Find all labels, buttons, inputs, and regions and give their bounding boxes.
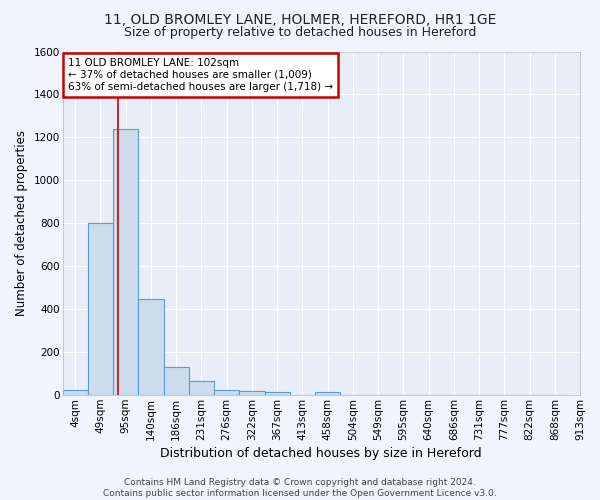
X-axis label: Distribution of detached houses by size in Hereford: Distribution of detached houses by size … [160, 447, 482, 460]
Bar [315, 392, 340, 395]
Text: 11, OLD BROMLEY LANE, HOLMER, HEREFORD, HR1 1GE: 11, OLD BROMLEY LANE, HOLMER, HEREFORD, … [104, 12, 496, 26]
Bar [265, 392, 290, 395]
Text: 11 OLD BROMLEY LANE: 102sqm
← 37% of detached houses are smaller (1,009)
63% of : 11 OLD BROMLEY LANE: 102sqm ← 37% of det… [68, 58, 333, 92]
Bar [113, 129, 139, 395]
Bar [164, 367, 189, 395]
Bar [214, 390, 239, 395]
Bar [62, 390, 88, 395]
Bar [239, 391, 265, 395]
Y-axis label: Number of detached properties: Number of detached properties [15, 130, 28, 316]
Bar [139, 298, 164, 395]
Text: Contains HM Land Registry data © Crown copyright and database right 2024.
Contai: Contains HM Land Registry data © Crown c… [103, 478, 497, 498]
Bar [88, 224, 113, 395]
Text: Size of property relative to detached houses in Hereford: Size of property relative to detached ho… [124, 26, 476, 39]
Bar [189, 381, 214, 395]
